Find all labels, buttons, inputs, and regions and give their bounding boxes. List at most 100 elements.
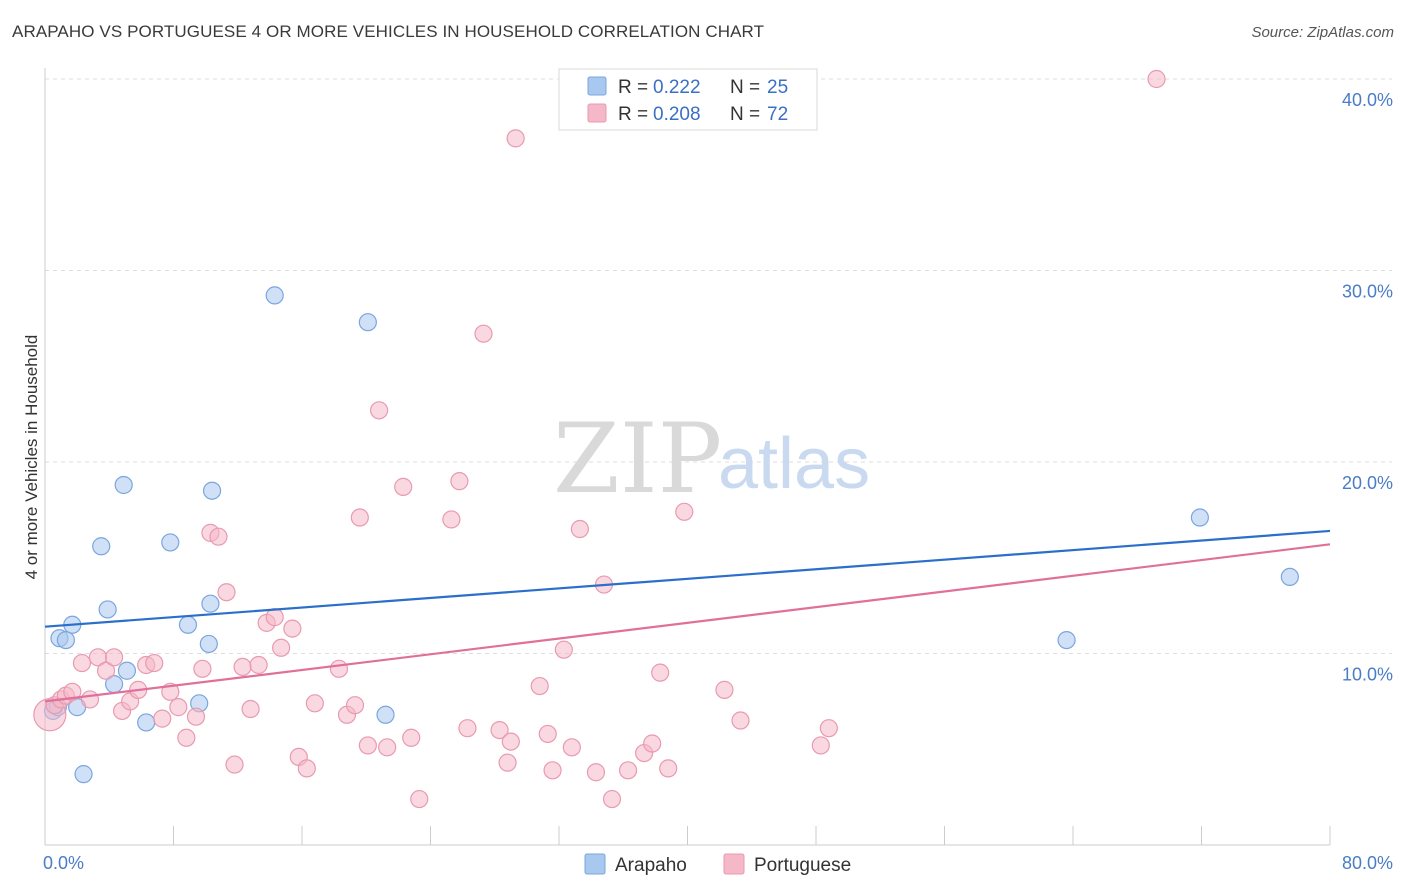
portuguese-point xyxy=(586,763,606,782)
portuguese-point xyxy=(498,753,517,772)
portuguese-point xyxy=(72,653,92,673)
portuguese-point xyxy=(249,655,268,675)
legend-r-value: 0.222 xyxy=(653,77,701,98)
portuguese-point xyxy=(506,129,525,148)
arapaho-trend-line xyxy=(44,529,1331,628)
portuguese-point xyxy=(63,682,82,701)
portuguese-point xyxy=(554,640,573,659)
x-tick-label-min: 0.0% xyxy=(43,853,84,873)
arapaho-point xyxy=(92,537,111,556)
portuguese-point xyxy=(1147,69,1166,89)
arapaho-point xyxy=(358,313,377,332)
portuguese-point xyxy=(186,707,206,726)
portuguese-point xyxy=(329,659,349,678)
legend-swatch xyxy=(587,76,607,96)
legend-r-value: 0.208 xyxy=(653,104,701,125)
watermark-zip: ZIP xyxy=(553,403,722,515)
legend-n-value: 25 xyxy=(767,77,788,98)
arapaho-legend-label: Arapaho xyxy=(615,855,687,876)
source-label: Source: ZipAtlas.com xyxy=(1251,24,1394,41)
portuguese-point xyxy=(618,761,638,780)
portuguese-point xyxy=(715,680,734,699)
portuguese-point xyxy=(410,789,429,809)
portuguese-point xyxy=(358,736,377,755)
portuguese-point xyxy=(305,694,324,713)
portuguese-point xyxy=(402,728,421,747)
arapaho-point xyxy=(117,661,137,680)
arapaho-point xyxy=(1280,567,1299,587)
watermark-atlas: atlas xyxy=(718,424,870,504)
portuguese-point xyxy=(530,676,549,696)
portuguese-point xyxy=(458,719,477,738)
portuguese-point xyxy=(643,734,662,753)
portuguese-point xyxy=(819,719,838,738)
portuguese-point xyxy=(659,759,678,778)
portuguese-point xyxy=(209,527,228,546)
portuguese-point xyxy=(378,738,397,757)
legend-n-value: 72 xyxy=(767,104,788,125)
portuguese-point xyxy=(225,755,244,774)
portuguese-point xyxy=(145,653,164,673)
portuguese-point xyxy=(104,648,124,667)
portuguese-legend-label: Portuguese xyxy=(754,855,851,876)
arapaho-point xyxy=(56,630,75,650)
chart-title: ARAPAHO VS PORTUGUESE 4 OR MORE VEHICLES… xyxy=(12,22,765,41)
arapaho-point xyxy=(265,286,284,305)
portuguese-point xyxy=(562,738,581,757)
portuguese-point xyxy=(370,401,389,420)
portuguese-point xyxy=(602,789,622,809)
portuguese-point xyxy=(394,477,413,496)
arapaho-point xyxy=(199,634,218,654)
portuguese-point xyxy=(345,696,365,715)
portuguese-point xyxy=(177,728,196,747)
portuguese-point xyxy=(538,724,557,744)
arapaho-point xyxy=(376,705,395,724)
portuguese-point xyxy=(233,657,252,677)
arapaho-legend-swatch xyxy=(584,853,606,875)
x-tick-label-max: 80.0% xyxy=(1342,853,1393,873)
arapaho-point xyxy=(202,481,222,500)
y-tick-label: 30.0% xyxy=(1342,282,1393,302)
arapaho-point xyxy=(178,615,198,634)
portuguese-point xyxy=(350,508,369,527)
axes: 0.0% 80.0% 4 or more Vehicles in Household xyxy=(22,68,1393,873)
portuguese-point xyxy=(570,519,589,539)
legend-box: R = 0.222 N = 25 R = 0.208 N = 72 xyxy=(558,68,818,131)
arapaho-point xyxy=(98,600,117,619)
portuguese-point xyxy=(442,510,461,529)
portuguese-legend-swatch xyxy=(723,853,745,875)
arapaho-point xyxy=(137,713,156,732)
y-axis-label: 4 or more Vehicles in Household xyxy=(22,335,41,580)
y-tick-label: 40.0% xyxy=(1342,90,1393,110)
portuguese-point xyxy=(474,324,493,343)
y-tick-label: 20.0% xyxy=(1342,473,1393,493)
portuguese-point xyxy=(543,761,562,780)
trend-lines xyxy=(44,529,1331,703)
portuguese-point xyxy=(265,608,284,627)
portuguese-point xyxy=(217,583,236,602)
arapaho-point xyxy=(114,475,133,495)
legend-n-label: N = xyxy=(730,104,760,125)
grid-lines: 10.0% 20.0% 30.0% 40.0% xyxy=(45,78,1393,685)
portuguese-point xyxy=(96,661,116,680)
portuguese-trend-line xyxy=(44,543,1331,703)
portuguese-point xyxy=(675,502,694,521)
portuguese-point xyxy=(169,698,188,717)
portuguese-point xyxy=(731,711,750,730)
portuguese-point xyxy=(80,690,100,709)
portuguese-point xyxy=(272,638,291,657)
y-tick-label: 10.0% xyxy=(1342,665,1393,685)
portuguese-point xyxy=(241,699,260,719)
portuguese-point xyxy=(283,619,302,638)
portuguese-point xyxy=(651,663,670,682)
arapaho-point xyxy=(161,533,180,552)
arapaho-point xyxy=(1190,508,1209,527)
portuguese-point xyxy=(490,720,509,740)
arapaho-point xyxy=(201,594,220,613)
portuguese-point xyxy=(193,659,212,678)
bottom-legend: Arapaho Portuguese xyxy=(584,853,851,876)
legend-swatch xyxy=(587,103,607,123)
portuguese-point xyxy=(297,759,316,778)
